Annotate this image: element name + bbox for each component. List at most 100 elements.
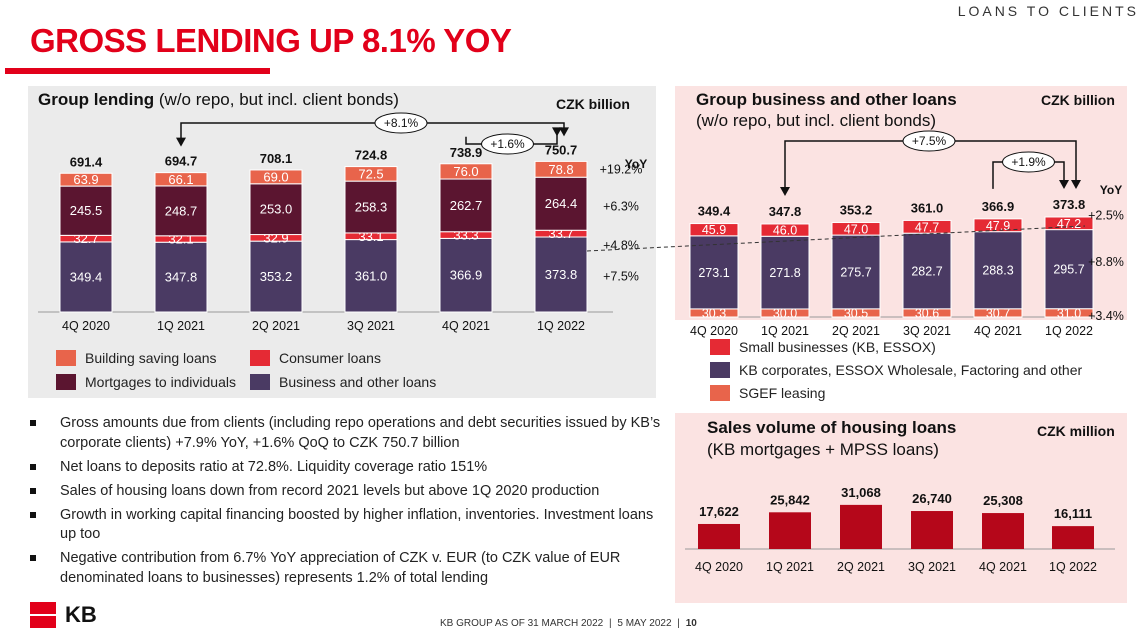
kb-logo: KB <box>30 602 97 628</box>
yoy-header: YoY <box>625 157 647 171</box>
total-label: 347.8 <box>769 204 802 219</box>
total-label: 750.7 <box>545 142 578 157</box>
data-label: 63.9 <box>73 172 98 187</box>
legend-kb-corporates: KB corporates, ESSOX Wholesale, Factorin… <box>710 362 1082 378</box>
business-loans-panel: Group business and other loans (w/o repo… <box>675 86 1127 320</box>
qoq-total-bubble <box>1002 151 1055 173</box>
yoy-label: +2.5% <box>1088 208 1124 222</box>
total-label: 366.9 <box>982 199 1015 214</box>
bar-segment <box>534 160 588 178</box>
data-label: 288.3 <box>982 264 1013 278</box>
data-label: 253.0 <box>260 202 293 217</box>
bar-segment <box>344 166 398 182</box>
legend-swatch <box>56 374 76 390</box>
x-tick-label: 1Q 2021 <box>761 324 809 338</box>
kb-logo-text: KB <box>65 602 97 627</box>
x-tick-label: 2Q 2021 <box>832 324 880 338</box>
bar-segment <box>534 236 588 313</box>
qoq-bracket-arrowhead <box>1059 179 1069 189</box>
data-label: 30.5 <box>844 306 868 320</box>
footer-text: KB GROUP AS OF 31 MARCH 2022 <box>440 618 604 629</box>
list-item: Gross amounts due from clients (includin… <box>30 414 665 453</box>
bar-segment <box>439 163 493 180</box>
bar <box>840 504 882 549</box>
data-label: 271.8 <box>769 266 800 280</box>
total-label: 373.8 <box>1053 197 1086 212</box>
x-tick-label: 4Q 2020 <box>695 560 743 574</box>
bar-segment <box>59 172 113 187</box>
footer: KB GROUP AS OF 31 MARCH 2022 | 5 MAY 202… <box>440 618 697 629</box>
bar-segment <box>249 169 303 185</box>
x-tick-label: 4Q 2021 <box>979 560 1027 574</box>
legend-consumer: Consumer loans <box>250 350 381 366</box>
yoy-total-bubble <box>374 112 428 134</box>
x-tick-label: 4Q 2020 <box>62 319 110 333</box>
legend-swatch <box>250 374 270 390</box>
total-label: 353.2 <box>840 203 873 218</box>
data-label: 248.7 <box>165 203 198 218</box>
total-label: 349.4 <box>698 204 731 219</box>
data-label: 353.2 <box>260 269 293 284</box>
bar-segment <box>249 183 303 236</box>
x-tick-label: 3Q 2021 <box>903 324 951 338</box>
yoy-header: YoY <box>1100 183 1122 197</box>
bar <box>698 523 740 549</box>
data-label: 349.4 <box>70 269 103 284</box>
business-loans-unit: CZK billion <box>1041 92 1115 108</box>
x-tick-label: 1Q 2021 <box>766 560 814 574</box>
qoq-bracket-arrowhead <box>552 127 562 137</box>
data-label: 26,740 <box>912 491 952 506</box>
data-label: 30.0 <box>773 306 797 320</box>
data-label: 31,068 <box>841 485 881 500</box>
yoy-bracket-end-arrowhead <box>1071 179 1081 189</box>
x-tick-label: 1Q 2022 <box>537 319 585 333</box>
housing-sales-chart: 17,622 4Q 2020 25,842 1Q 2021 31,068 2Q 2021 2… <box>685 485 1115 574</box>
data-label: 31.0 <box>1057 306 1081 320</box>
footer-date: 5 MAY 2022 <box>617 618 672 629</box>
housing-sales-unit: CZK million <box>1037 423 1115 439</box>
x-tick-label: 3Q 2021 <box>347 319 395 333</box>
data-label: 366.9 <box>450 268 483 283</box>
data-label: 16,111 <box>1054 506 1092 521</box>
bar-segment <box>439 178 493 233</box>
kb-logo-mark <box>30 602 56 628</box>
legend-sgef-leasing: SGEF leasing <box>710 385 825 401</box>
data-label: 25,308 <box>983 493 1023 508</box>
legend-mortgages: Mortgages to individuals <box>56 374 236 390</box>
x-tick-label: 2Q 2021 <box>252 319 300 333</box>
data-label: 30.7 <box>986 306 1010 320</box>
data-label: 69.0 <box>263 169 288 184</box>
bar-segment <box>249 240 303 313</box>
total-label: 738.9 <box>450 145 483 160</box>
housing-sales-subtitle: (KB mortgages + MPSS loans) <box>707 440 939 459</box>
total-label: 694.7 <box>165 154 198 169</box>
data-label: 30.3 <box>702 306 726 320</box>
yoy-total-label: +8.1% <box>384 116 419 130</box>
total-label: 724.8 <box>355 148 388 163</box>
data-label: 46.0 <box>773 224 797 238</box>
data-label: 373.8 <box>545 267 578 282</box>
data-label: 45.9 <box>702 223 726 237</box>
yoy-label: +19.2% <box>600 162 643 176</box>
data-label: 361.0 <box>355 268 388 283</box>
data-label: 273.1 <box>698 266 729 280</box>
yoy-total-bubble <box>902 130 956 152</box>
data-label: 245.5 <box>70 203 103 218</box>
group-lending-title: Group lending (w/o repo, but incl. clien… <box>38 90 399 109</box>
bar-segment <box>59 241 113 313</box>
data-label: 347.8 <box>165 270 198 285</box>
data-label: 76.0 <box>453 164 478 179</box>
list-item: Growth in working capital financing boos… <box>30 506 665 545</box>
list-item: Net loans to deposits ratio at 72.8%. Li… <box>30 458 665 478</box>
data-label: 282.7 <box>911 265 942 279</box>
legend-building-saving: Building saving loans <box>56 350 217 366</box>
housing-sales-title: Sales volume of housing loans <box>707 418 957 437</box>
x-tick-label: 4Q 2021 <box>442 319 490 333</box>
x-tick-label: 1Q 2022 <box>1049 560 1097 574</box>
bar-segment <box>154 185 208 237</box>
yoy-label: +3.4% <box>1088 309 1124 323</box>
data-label: 30.6 <box>915 306 939 320</box>
legend-business: Business and other loans <box>250 374 436 390</box>
qoq-total-label: +1.6% <box>490 137 525 151</box>
